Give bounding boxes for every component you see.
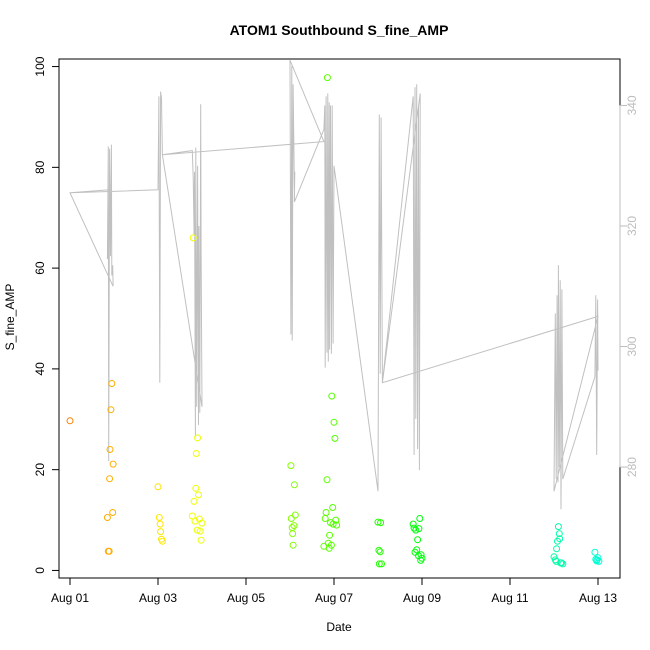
scatter-point — [109, 460, 117, 468]
y2-tick-label: 300 — [625, 336, 639, 356]
scatter-point — [556, 535, 564, 543]
scatter-point — [376, 548, 384, 556]
scatter-point — [109, 509, 117, 516]
scatter-point — [196, 527, 204, 535]
scatter-point — [409, 520, 417, 528]
scatter-point — [333, 521, 341, 529]
y-tick-label: 20 — [33, 463, 47, 477]
scatter-point — [330, 418, 338, 426]
scatter-point — [414, 536, 422, 544]
scatter-point — [192, 450, 200, 457]
scatter-point — [287, 462, 295, 470]
scatter-point — [156, 520, 164, 528]
scatter-point — [591, 548, 599, 556]
scatter-point — [198, 519, 206, 527]
scatter-point — [331, 434, 339, 442]
scatter-point — [329, 504, 337, 511]
x-tick-label: Aug 03 — [139, 591, 177, 605]
scatter-point — [555, 530, 563, 538]
y-tick-label: 100 — [33, 56, 47, 76]
x-axis: Aug 01 Aug 03 Aug 05 Aug 07 Aug 09 Aug 11 Aug … — [51, 577, 617, 605]
scatter-point — [103, 514, 111, 521]
scatter-point — [551, 556, 559, 564]
scatter-point — [289, 530, 297, 538]
y-tick-label: 40 — [33, 362, 47, 376]
grey-line-series — [69, 60, 599, 510]
scatter-point — [291, 511, 299, 519]
scatter-point — [377, 519, 385, 527]
scatter-point — [554, 523, 562, 531]
scatter-point — [189, 234, 197, 242]
scatter-point — [322, 509, 330, 516]
y-tick-label: 0 — [33, 567, 47, 574]
scatter-point — [326, 531, 334, 539]
scatter-point — [290, 481, 298, 489]
y-axis-left: 0 20 40 60 80 100 — [33, 56, 60, 574]
scatter-point — [375, 560, 383, 568]
scatter-point — [192, 484, 200, 492]
scatter-point — [410, 524, 418, 532]
y2-tick-label: 340 — [625, 95, 639, 115]
scatter-point — [594, 554, 602, 562]
scatter-point — [105, 547, 113, 555]
scatter-point — [375, 546, 383, 554]
scatter-point — [158, 537, 166, 545]
x-tick-label: Aug 13 — [579, 591, 617, 605]
scatter-point — [558, 559, 565, 567]
scatter-point — [323, 476, 331, 484]
y-tick-label: 80 — [33, 160, 47, 174]
scatter-point — [108, 380, 116, 387]
scatter-point — [290, 522, 298, 530]
scatter-point — [553, 545, 561, 553]
scatter-point — [66, 417, 74, 425]
scatter-point — [416, 515, 424, 522]
scatter-point — [418, 554, 426, 562]
y-axis-label: S_fine_AMP — [3, 284, 17, 351]
scatter-point — [154, 483, 162, 491]
scatter-point — [155, 514, 163, 521]
scatter-point — [197, 536, 205, 544]
scatter-point — [190, 497, 198, 505]
scatter-point — [332, 516, 340, 524]
chart-title: ATOM1 Southbound S_fine_AMP — [230, 22, 449, 38]
x-tick-label: Aug 11 — [491, 591, 528, 605]
scatter-point — [378, 560, 385, 568]
x-tick-label: Aug 07 — [315, 591, 353, 605]
scatter-point — [417, 551, 425, 559]
y2-tick-label: 280 — [625, 457, 639, 477]
scatter-point — [559, 560, 567, 568]
x-tick-label: Aug 09 — [403, 591, 441, 605]
grey-series-line — [69, 60, 599, 510]
scatter-point — [374, 518, 382, 526]
y-axis-right: 280 300 320 340 — [619, 95, 639, 477]
scatter-point — [191, 517, 199, 525]
scatter-point — [328, 392, 336, 400]
scatter-point — [287, 515, 295, 522]
scatter-point — [193, 526, 201, 534]
x-tick-label: Aug 01 — [51, 591, 89, 605]
scatter-point — [415, 525, 423, 533]
scatter-points — [66, 74, 603, 568]
y-tick-label: 60 — [33, 261, 47, 275]
scatter-point — [195, 491, 202, 499]
scatter-point — [327, 541, 335, 549]
y2-tick-label: 320 — [625, 216, 639, 236]
scatter-point — [194, 434, 202, 442]
x-axis-label: Date — [326, 620, 352, 634]
scatter-point — [157, 528, 165, 536]
x-tick-label: Aug 05 — [227, 591, 265, 605]
scatter-point — [595, 557, 603, 565]
scatter-point — [106, 446, 114, 453]
scatter-point — [323, 74, 331, 82]
scatter-point — [106, 475, 114, 483]
scatter-point — [289, 541, 297, 549]
scatter-point — [107, 406, 115, 414]
